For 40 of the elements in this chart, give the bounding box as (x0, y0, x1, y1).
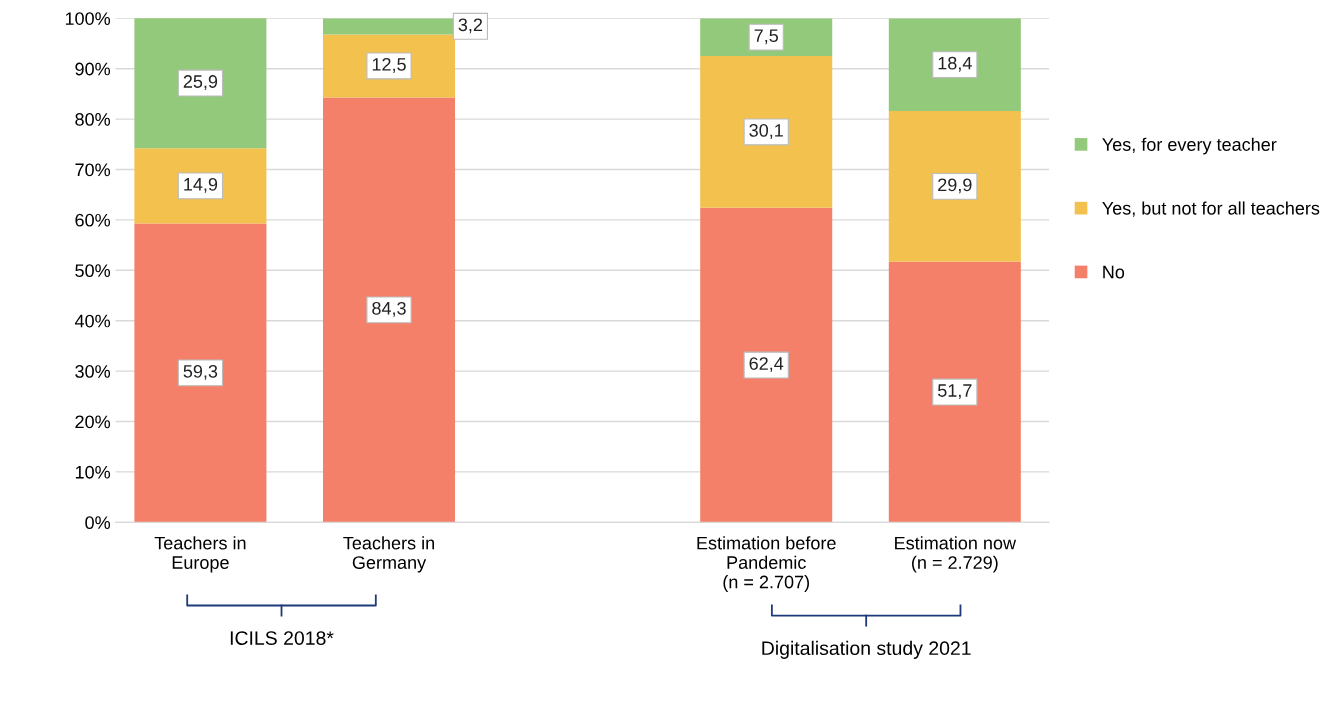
data-label: 59,3 (183, 364, 218, 380)
bar (888, 261, 1021, 523)
data-label: 12,5 (372, 57, 406, 73)
y-tick-label: 0% (85, 516, 111, 530)
y-tick-label: 50% (75, 264, 111, 278)
data-label: 7,5 (754, 29, 779, 45)
data-label: 84,3 (372, 301, 406, 317)
bar (323, 97, 456, 523)
y-tick-label: 10% (75, 465, 111, 479)
text: ICILS 2018* (230, 631, 334, 645)
y-tick-label: 60% (75, 213, 111, 227)
data-label: 30,1 (749, 124, 783, 139)
data-label: 18,4 (938, 56, 972, 72)
x-tick-label: Teachers in Europe (154, 536, 246, 573)
data-label: 25,9 (183, 75, 218, 91)
data-label: 62,4 (749, 357, 784, 373)
x-tick-label: Estimation now (n = 2.729) (895, 536, 1017, 573)
bar (888, 18, 1021, 112)
bar (888, 111, 1021, 262)
bar (700, 207, 833, 523)
bar (700, 56, 833, 208)
y-tick-label: 40% (74, 314, 111, 328)
data-label: 29,9 (938, 178, 972, 194)
y-tick-label: 30% (75, 365, 111, 378)
legend-label: Yes, but not for all teachers (1102, 201, 1320, 217)
y-tick-label: 100% (65, 12, 111, 25)
data-label: 3,2 (458, 18, 483, 34)
x-tick-label: Estimation before Pandemic (n = 2.707) (697, 536, 836, 592)
legend-label: Yes, for every teacher (1102, 137, 1277, 155)
bar (134, 223, 267, 523)
text: Digitalisation study 2021 (762, 640, 971, 659)
y-tick-label: 80% (75, 113, 111, 126)
y-tick-label: 70% (75, 163, 111, 177)
legend-label: No (1103, 265, 1125, 279)
y-tick-label: 90% (75, 62, 111, 76)
data-label: 51,7 (937, 384, 972, 400)
y-tick-label: 20% (75, 415, 111, 429)
x-tick-label: Teachers in Germany (343, 536, 434, 573)
bar (134, 18, 267, 149)
data-label: 14,9 (184, 177, 218, 193)
